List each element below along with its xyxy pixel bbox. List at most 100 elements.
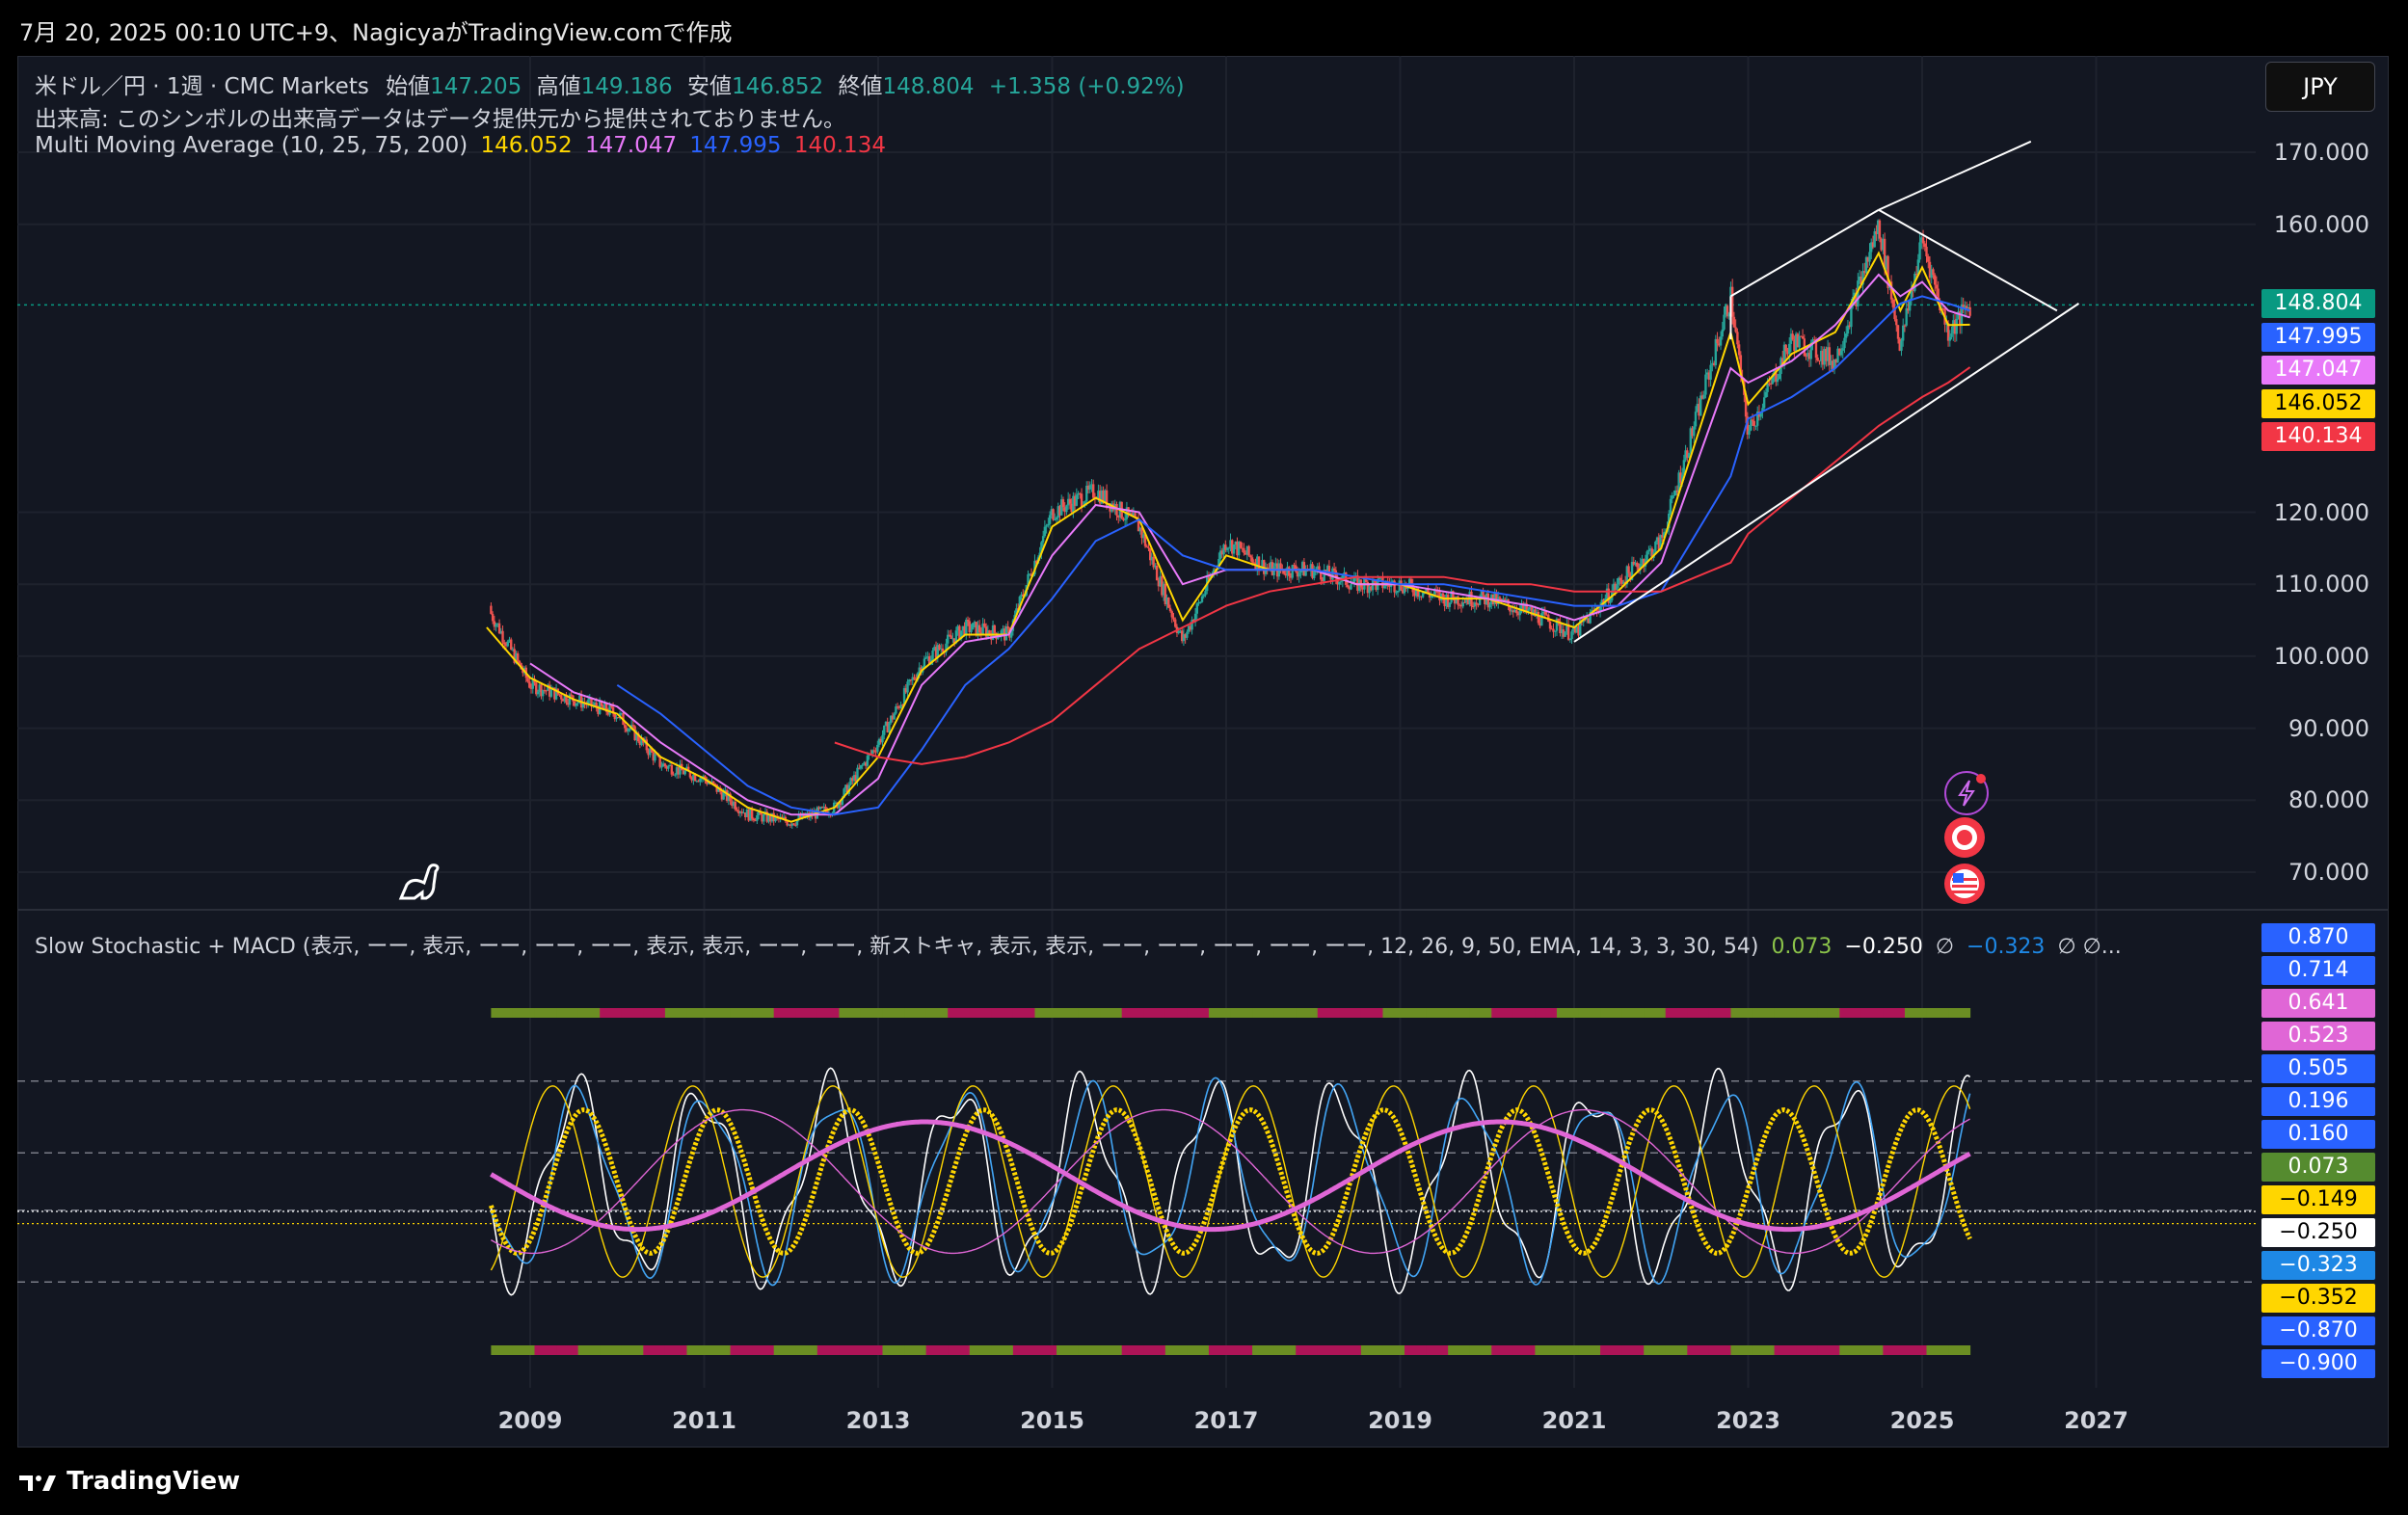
indicator-legend[interactable]: Slow Stochastic + MACD (表示, ーー, 表示, ーー, … [35,929,2122,960]
candle-body [1244,552,1247,555]
candle-body [672,774,675,776]
candle-body [1570,631,1573,640]
time-tick: 2011 [672,1407,736,1434]
osc-band-bottom [1512,1345,1536,1355]
candle-body [1587,618,1591,624]
candle-body [1229,540,1232,548]
osc-band-bottom [1317,1345,1340,1355]
candle-body [945,643,948,652]
ma75-value: 147.995 [689,133,782,158]
candle-body [1629,572,1632,580]
candle-body [561,699,565,702]
candle-body [588,697,591,701]
candle-body [1654,542,1657,552]
candle-body [1157,580,1161,587]
osc-band-top [709,1008,732,1018]
candle-body [1027,573,1030,586]
candle-body [679,763,682,775]
candle-body [1609,600,1612,603]
candle-body [1821,350,1825,365]
candle-body [1168,607,1172,612]
osc-band-bottom [1948,1345,1971,1355]
candle-body [661,763,665,767]
candle-body [740,811,743,813]
trendline-lower [1573,303,2080,643]
osc-band-top [1883,1008,1906,1018]
stoch-d-line [490,1076,1971,1287]
osc-band-bottom [1774,1345,1797,1355]
candle-body [503,642,506,645]
candle-body [674,774,677,776]
candle-body [956,625,959,631]
candle-body [1662,532,1666,538]
us-flag-icon[interactable] [1944,864,1985,904]
candle-body [682,770,685,775]
candle-body [1962,305,1965,309]
candle-body [991,625,995,640]
candle-body [1327,566,1331,577]
osc-badge: 0.523 [2261,1022,2375,1050]
candle-body [1512,610,1515,613]
candle-body [1055,517,1058,519]
candle-body [654,754,656,761]
brand[interactable]: TradingView [19,1467,240,1496]
candle-body [1510,610,1513,612]
osc-band-top [1208,1008,1232,1018]
candle-body [1249,555,1252,558]
candle-body [1540,613,1543,626]
ma-legend[interactable]: Multi Moving Average (10, 25, 75, 200) 1… [35,133,886,158]
osc-band-top [882,1008,905,1018]
top-bar: 7月 20, 2025 00:10 UTC+9、NagicyaがTradingV… [0,0,2408,56]
candle-body [1448,602,1452,607]
currency-button[interactable]: JPY [2265,62,2375,112]
candle-body [501,630,504,643]
candle-body [513,649,516,663]
candle-body [1614,583,1617,591]
candle-body [1162,583,1165,596]
time-tick: 2027 [2064,1407,2128,1434]
candle-body [650,748,654,753]
candle-body [693,774,697,782]
trendline-upper [1878,140,2032,211]
osc-band-top [904,1008,927,1018]
candle-body [1826,347,1830,361]
candle-body [1668,513,1671,529]
osc-band-top [1665,1008,1688,1018]
candle-body [936,645,939,658]
dino-icon[interactable] [395,856,445,910]
candle-body [911,677,914,680]
candle-body [927,656,931,665]
candle-body [1555,618,1559,631]
change-value: +1.358 (+0.92%) [988,74,1185,99]
candle-body [1091,484,1095,498]
osc-band-bottom [1296,1345,1319,1355]
chart-frame[interactable] [17,56,2389,1448]
candle-body [1161,575,1164,596]
time-tick: 2009 [497,1407,563,1434]
candle-body [1516,613,1520,616]
lightning-icon[interactable] [1944,771,1989,815]
candle-body [1794,333,1798,352]
candle-body [1921,237,1925,244]
candle-body [1061,499,1065,508]
candle-body [1912,287,1914,291]
candle-body [1776,378,1779,383]
candle-body [1866,256,1869,262]
candle-body [897,706,901,708]
osc-band-bottom [1839,1345,1862,1355]
candle-body [1806,353,1809,357]
candle-body [1759,411,1762,417]
osc-badge: 0.196 [2261,1087,2375,1116]
symbol-title[interactable]: 米ドル／円 · 1週 · CMC Markets [35,74,369,99]
candle-body [1953,320,1957,334]
high-label: 高値 [536,74,581,99]
candle-body [1518,608,1521,616]
osc-band-bottom [773,1345,796,1355]
candle-body [934,647,938,658]
candle-body [1950,332,1953,337]
record-icon[interactable] [1944,817,1985,858]
candle-body [1946,323,1950,341]
candle-body [756,815,759,821]
osc-band-top [1273,1008,1297,1018]
